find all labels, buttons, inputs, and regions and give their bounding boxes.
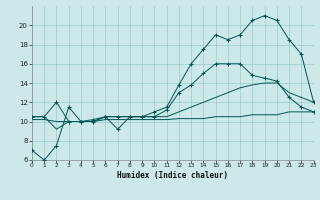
X-axis label: Humidex (Indice chaleur): Humidex (Indice chaleur) — [117, 171, 228, 180]
